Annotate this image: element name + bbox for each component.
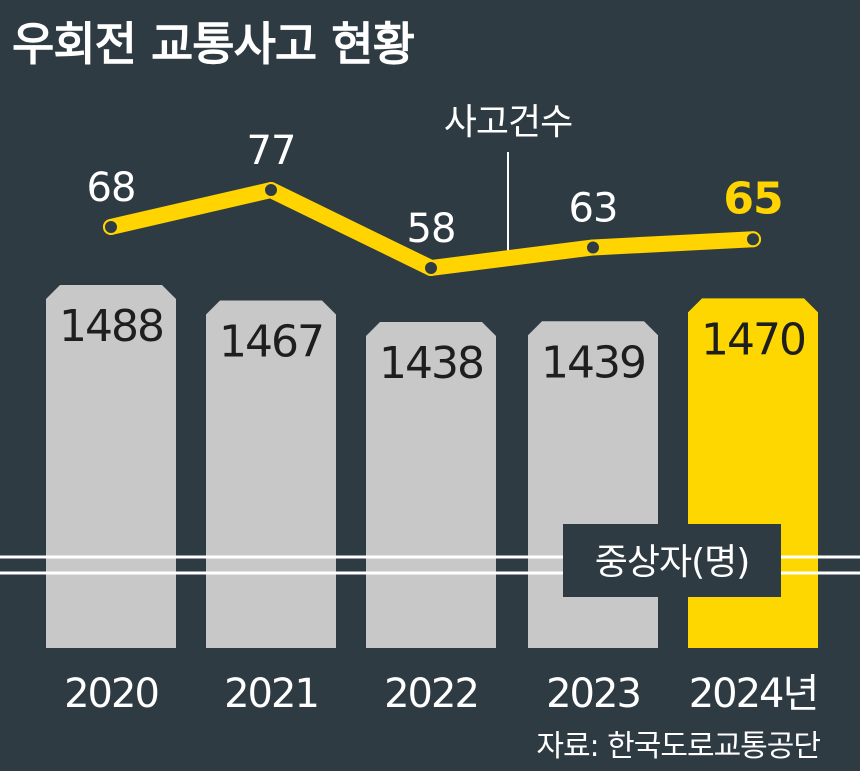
line-point — [104, 220, 118, 234]
bar-value-label: 1439 — [541, 337, 645, 388]
x-tick-label: 2021 — [224, 671, 318, 717]
x-tick-label: 2020 — [64, 671, 158, 717]
bar-value-label: 1438 — [379, 338, 483, 389]
line-point — [586, 240, 600, 254]
bar-value-label: 1467 — [219, 317, 323, 368]
x-tick-label: 2024년 — [689, 671, 818, 717]
x-tick-label: 2022 — [384, 671, 478, 717]
source-note: 자료: 한국도로교통공단 — [536, 721, 820, 765]
line-legend-label: 사고건수 — [444, 102, 572, 143]
bar-value-label: 1488 — [59, 301, 163, 352]
line-value-label: 63 — [569, 185, 618, 231]
line-value-label: 68 — [87, 165, 136, 211]
line-value-label: 65 — [723, 173, 782, 224]
bar-legend-label: 중상자(명) — [595, 542, 750, 583]
line-value-label: 58 — [407, 206, 456, 252]
line-point — [264, 183, 278, 197]
bar-value-label: 1470 — [701, 314, 805, 365]
line-point — [424, 261, 438, 275]
line-point — [746, 232, 760, 246]
line-value-label: 77 — [247, 128, 296, 174]
x-tick-label: 2023 — [546, 671, 640, 717]
